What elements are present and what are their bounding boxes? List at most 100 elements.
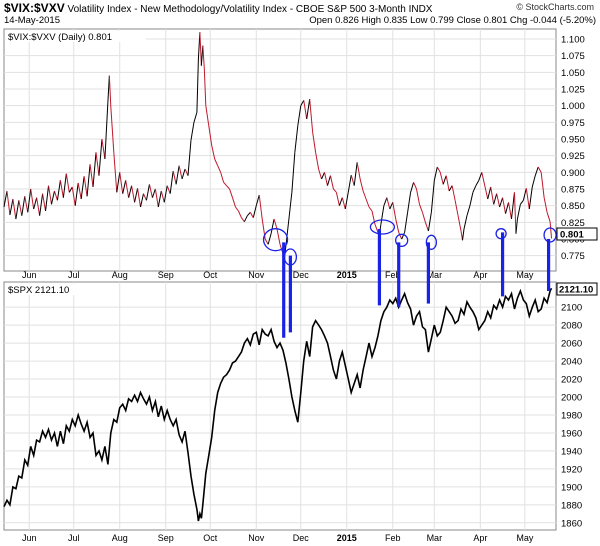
vix-ratio-line-segment xyxy=(178,165,183,180)
vix-ratio-line-segment xyxy=(56,180,61,201)
vix-ratio-line-segment xyxy=(187,140,192,176)
vix-ratio-line-segment xyxy=(154,188,159,208)
vix-ratio-line-segment xyxy=(297,105,302,126)
vix-ratio-line-segment xyxy=(241,217,245,222)
vix-ratio-line-segment xyxy=(404,212,409,233)
vix-ratio-line-segment xyxy=(74,182,79,206)
vix-ratio-x-tick-label: Nov xyxy=(248,270,265,280)
vix-ratio-line-segment xyxy=(237,210,242,218)
vix-ratio-line-segment xyxy=(515,218,518,234)
vix-ratio-line-segment xyxy=(303,100,308,120)
vix-ratio-line-segment xyxy=(157,190,162,208)
vix-ratio-line-segment xyxy=(463,215,468,230)
blue-circle-marker xyxy=(262,228,289,252)
vix-ratio-line-segment xyxy=(119,172,124,194)
vix-ratio-line-segment xyxy=(445,175,450,192)
vix-ratio-line-segment xyxy=(350,174,355,186)
vix-ratio-y-tick-label: 1.075 xyxy=(561,51,585,62)
vix-ratio-x-tick-label: May xyxy=(516,270,534,280)
vix-ratio-line-segment xyxy=(312,132,317,153)
vix-ratio-x-tick-label: Sep xyxy=(158,270,174,280)
vix-ratio-line-segment xyxy=(249,212,254,218)
vix-ratio-line-segment xyxy=(92,152,97,188)
vix-ratio-line-segment xyxy=(48,185,52,205)
spx-y-tick-label: 2060 xyxy=(561,339,582,350)
vix-ratio-line-segment xyxy=(383,197,388,206)
vix-ratio-line-segment xyxy=(68,186,73,193)
vix-ratio-series-line xyxy=(3,32,553,258)
vix-ratio-line-segment xyxy=(169,170,174,194)
blue-circle-marker xyxy=(495,228,507,240)
vix-ratio-line-segment xyxy=(184,168,189,176)
vix-ratio-line-segment xyxy=(252,205,257,218)
vix-ratio-line-segment xyxy=(15,200,20,220)
vix-ratio-line-segment xyxy=(475,180,480,186)
vix-ratio-x-tick-label: Mar xyxy=(427,270,443,280)
vix-ratio-line-segment xyxy=(229,188,233,198)
vix-ratio-line-segment xyxy=(53,190,58,201)
vix-ratio-line-segment xyxy=(30,188,35,210)
vix-ratio-line-segment xyxy=(208,125,213,146)
vix-ratio-line-segment xyxy=(321,172,325,180)
vix-ratio-line-segment xyxy=(199,32,202,66)
vix-ratio-line-segment xyxy=(398,232,403,240)
vix-ratio-line-segment xyxy=(546,212,551,222)
vix-ratio-line-segment xyxy=(309,98,314,133)
vix-ratio-line-segment xyxy=(267,233,272,245)
vix-ratio-line-segment xyxy=(359,178,364,192)
spx-line-path xyxy=(3,287,553,522)
vix-ratio-y-tick-label: 0.975 xyxy=(561,118,585,129)
vix-ratio-line-segment xyxy=(232,197,236,208)
spx-x-tick-label: Oct xyxy=(203,533,218,543)
vix-ratio-plot-area xyxy=(3,28,557,272)
spx-y-tick-label: 2020 xyxy=(561,375,582,386)
vix-ratio-line-segment xyxy=(145,184,150,201)
vix-ratio-y-tick-label: 0.875 xyxy=(561,185,585,196)
vix-ratio-line-segment xyxy=(344,192,349,210)
vix-ratio-line-segment xyxy=(39,193,44,216)
vix-ratio-y-tick-label: 1.025 xyxy=(561,85,585,96)
vix-ratio-y-tick-label: 0.900 xyxy=(561,168,585,179)
vix-ratio-y-tick-label: 1.050 xyxy=(561,68,585,79)
vix-ratio-line-segment xyxy=(143,193,147,201)
spx-x-tick-label: Jun xyxy=(22,533,37,543)
spx-series-line xyxy=(3,287,553,522)
vix-ratio-line-segment xyxy=(190,122,195,141)
vix-ratio-line-segment xyxy=(416,188,420,205)
vix-ratio-line-segment xyxy=(243,215,248,222)
vix-ratio-x-tick-label: Oct xyxy=(203,270,218,280)
vix-ratio-line-segment xyxy=(205,105,210,126)
spx-last-value: 2121.10 xyxy=(559,285,593,296)
vix-ratio-line-segment xyxy=(12,198,17,220)
vix-ratio-line-segment xyxy=(151,188,156,198)
vix-ratio-line-segment xyxy=(203,68,207,106)
vix-ratio-line-segment xyxy=(160,190,165,203)
vix-ratio-line-segment xyxy=(181,168,186,180)
vix-ratio-line-segment xyxy=(392,202,397,220)
spx-y-tick-label: 1920 xyxy=(561,464,582,475)
vix-ratio-line-segment xyxy=(134,188,139,203)
vix-ratio-line-segment xyxy=(457,215,462,232)
vix-ratio-line-segment xyxy=(285,218,290,246)
vix-ratio-line-segment xyxy=(427,212,432,232)
vix-ratio-line-segment xyxy=(211,145,216,160)
vix-ratio-line-segment xyxy=(95,152,100,176)
vix-ratio-line-segment xyxy=(540,172,545,198)
vix-ratio-line-segment xyxy=(235,206,239,212)
vix-ratio-line-segment xyxy=(137,188,142,208)
vix-ratio-x-axis: Jun Jul Aug Sep Oct Nov Dec 2015 Feb Mar Apr May xyxy=(22,270,534,280)
spx-x-tick-label: 2015 xyxy=(337,533,357,543)
vix-ratio-line-segment xyxy=(496,193,501,208)
vix-ratio-line-segment xyxy=(534,166,539,176)
vix-ratio-line-segment xyxy=(125,180,130,198)
vix-ratio-line-segment xyxy=(193,112,198,123)
vix-ratio-line-segment xyxy=(110,106,115,153)
spx-y-tick-label: 1860 xyxy=(561,518,582,529)
vix-ratio-line-segment xyxy=(33,197,38,210)
vix-ratio-line-segment xyxy=(101,138,106,160)
vix-ratio-last-value-box xyxy=(556,227,598,241)
vix-ratio-line-segment xyxy=(98,138,103,176)
vix-ratio-line-segment xyxy=(368,206,373,212)
vix-ratio-line-segment xyxy=(353,162,358,186)
vix-ratio-line-segment xyxy=(324,172,328,186)
